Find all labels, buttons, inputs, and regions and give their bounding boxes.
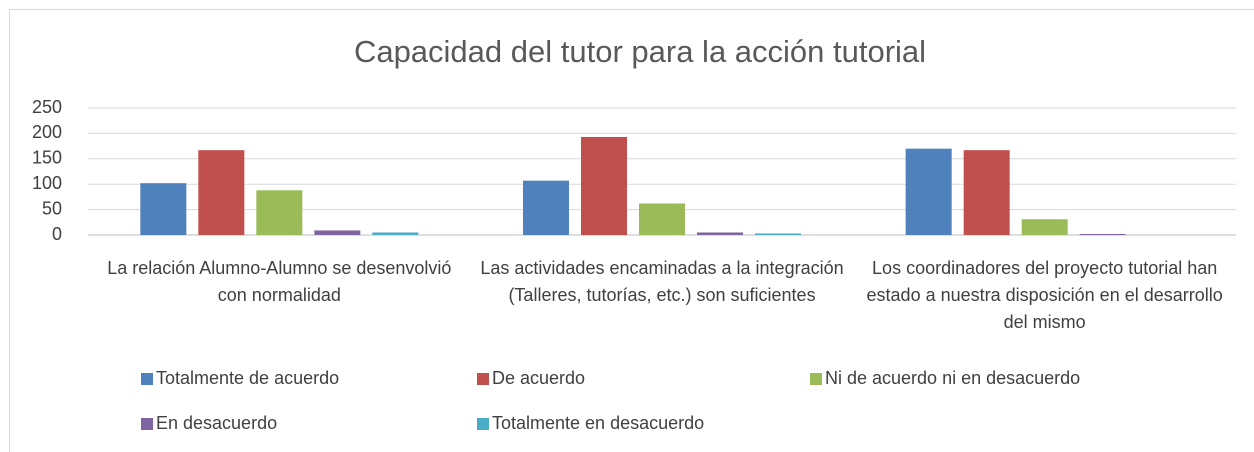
y-tick-label: 250 — [32, 97, 62, 117]
legend-swatch — [810, 373, 822, 385]
bar — [140, 183, 187, 235]
y-tick-label: 100 — [32, 173, 62, 193]
x-tick-label: Las actividades encaminadas a la integra… — [480, 258, 844, 305]
bar — [256, 190, 303, 235]
legend-swatch — [141, 418, 153, 430]
y-tick-label: 150 — [32, 148, 62, 168]
legend-label: Totalmente de acuerdo — [156, 368, 339, 388]
y-tick-label: 0 — [52, 224, 62, 244]
bar — [755, 233, 801, 235]
y-tick-label: 200 — [32, 122, 62, 142]
bar — [314, 230, 361, 235]
bar — [639, 203, 685, 235]
bar — [905, 148, 952, 235]
bar — [581, 136, 627, 235]
bar — [697, 232, 743, 235]
legend-label: De acuerdo — [492, 368, 585, 388]
legend-swatch — [141, 373, 153, 385]
legend-label: Totalmente en desacuerdo — [492, 413, 704, 433]
legend-label: En desacuerdo — [156, 413, 277, 433]
bar — [372, 232, 419, 235]
bar — [1079, 233, 1126, 235]
legend-label: Ni de acuerdo ni en desacuerdo — [825, 368, 1080, 388]
chart-border — [9, 9, 1254, 452]
legend-swatch — [477, 373, 489, 385]
legend-swatch — [477, 418, 489, 430]
bar — [523, 180, 569, 235]
y-tick-label: 50 — [42, 198, 62, 218]
x-tick-label: La relación Alumno-Alumno se desenvolvió… — [107, 258, 452, 305]
bar — [198, 150, 245, 235]
bar — [1021, 219, 1068, 235]
bar — [963, 150, 1010, 235]
chart-title: Capacidad del tutor para la acción tutor… — [354, 34, 926, 69]
x-tick-label: Los coordinadores del proyecto tutorial … — [866, 258, 1223, 332]
